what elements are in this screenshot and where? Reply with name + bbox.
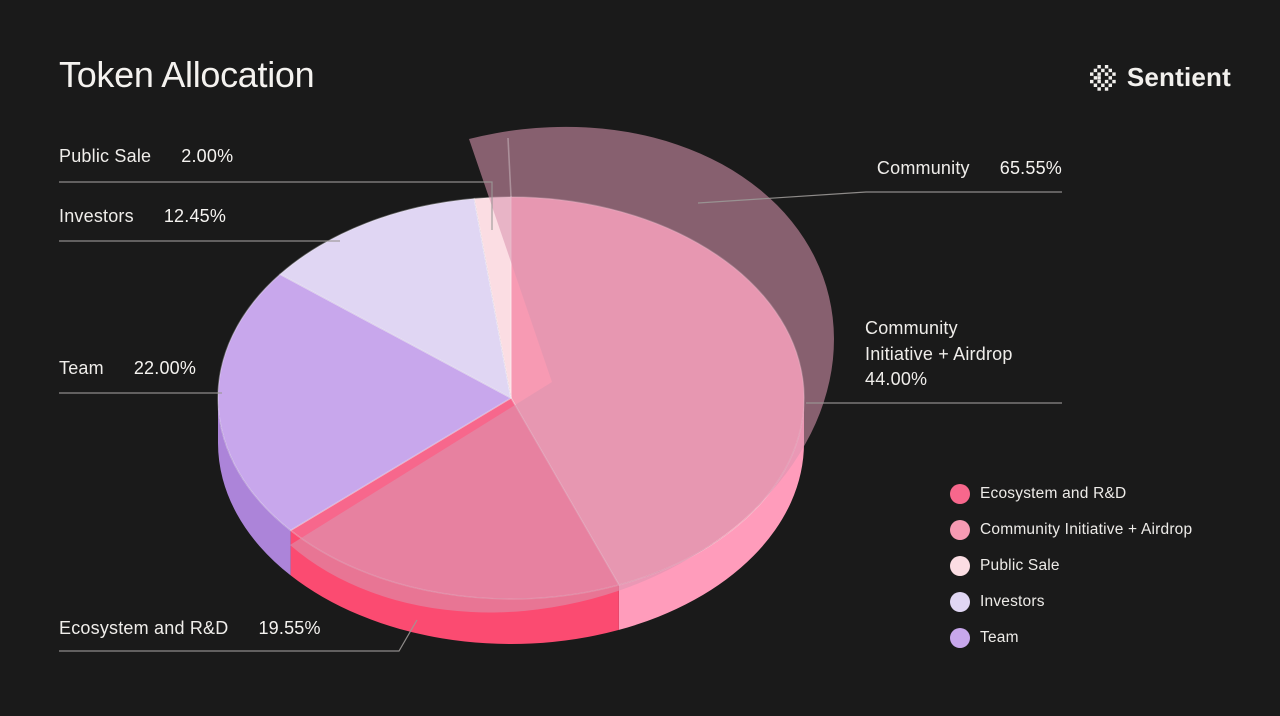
legend-dot-investors-icon: [950, 592, 970, 612]
callout-community-label: Community: [876, 158, 970, 178]
callout-team-value: 22.00%: [133, 358, 197, 378]
legend-item-community-initiative-label: Community Initiative + Airdrop: [980, 521, 1193, 538]
pie-slice-investors: [279, 197, 512, 399]
pie-slice-team: [217, 273, 512, 532]
callout-ecosystem-value: 19.55%: [258, 618, 321, 638]
callout-ecosystem-label: Ecosystem and R&D: [59, 618, 229, 638]
legend-item-public-sale-label: Public Sale: [980, 557, 1060, 574]
callout-investors: Investors 12.45%: [59, 206, 226, 227]
callout-community-initiative-value: 44.00%: [865, 369, 928, 389]
callout-community-initiative-line2: Initiative + Airdrop: [865, 343, 1013, 364]
pie-slice-side-community-initiative-airdrop: [618, 398, 805, 630]
callout-team: Team 22.00%: [59, 358, 196, 379]
legend-item-community-initiative: Community Initiative + Airdrop: [950, 520, 1192, 540]
legend-dot-team-icon: [950, 628, 970, 648]
callout-team-label: Team: [59, 358, 104, 378]
legend: Ecosystem and R&D Community Initiative +…: [950, 484, 1192, 664]
leader-public-sale: [59, 181, 493, 230]
pie-overlay-community: [290, 126, 834, 613]
page-title: Token Allocation: [59, 54, 315, 95]
leader-community: [697, 191, 1062, 204]
callout-public-sale: Public Sale 2.00%: [59, 146, 233, 167]
leader-ecosystem: [59, 619, 418, 652]
callout-public-sale-value: 2.00%: [181, 146, 234, 166]
legend-item-ecosystem: Ecosystem and R&D: [950, 484, 1192, 504]
sentient-dither-icon: [1089, 64, 1116, 91]
legend-item-investors: Investors: [950, 592, 1192, 612]
legend-item-team-label: Team: [980, 629, 1019, 646]
legend-dot-public-sale-icon: [950, 556, 970, 576]
callout-ecosystem: Ecosystem and R&D 19.55%: [59, 618, 321, 639]
legend-item-investors-label: Investors: [980, 593, 1045, 610]
legend-dot-ecosystem-icon: [950, 484, 970, 504]
pie-slice-side-team: [218, 398, 291, 576]
callout-community-initiative-line1: Community: [865, 318, 958, 338]
callout-community-value: 65.55%: [999, 158, 1062, 178]
callout-public-sale-label: Public Sale: [59, 146, 152, 166]
callout-community: Community 65.55%: [877, 158, 1062, 179]
legend-item-team: Team: [950, 628, 1192, 648]
sentient-wordmark: Sentient: [1126, 62, 1231, 92]
callout-community-initiative: Community Initiative + Airdrop 44.00%: [865, 316, 1013, 393]
callout-investors-label: Investors: [59, 206, 134, 226]
legend-item-ecosystem-label: Ecosystem and R&D: [980, 485, 1127, 502]
callout-investors-value: 12.45%: [163, 206, 227, 226]
pie-overlay-seam: [507, 137, 512, 198]
pie-slice-side-ecosystem-and-r-d: [290, 530, 619, 645]
brand-logo: Sentient: [1089, 62, 1231, 93]
legend-item-public-sale: Public Sale: [950, 556, 1192, 576]
legend-dot-community-initiative-icon: [950, 520, 970, 540]
